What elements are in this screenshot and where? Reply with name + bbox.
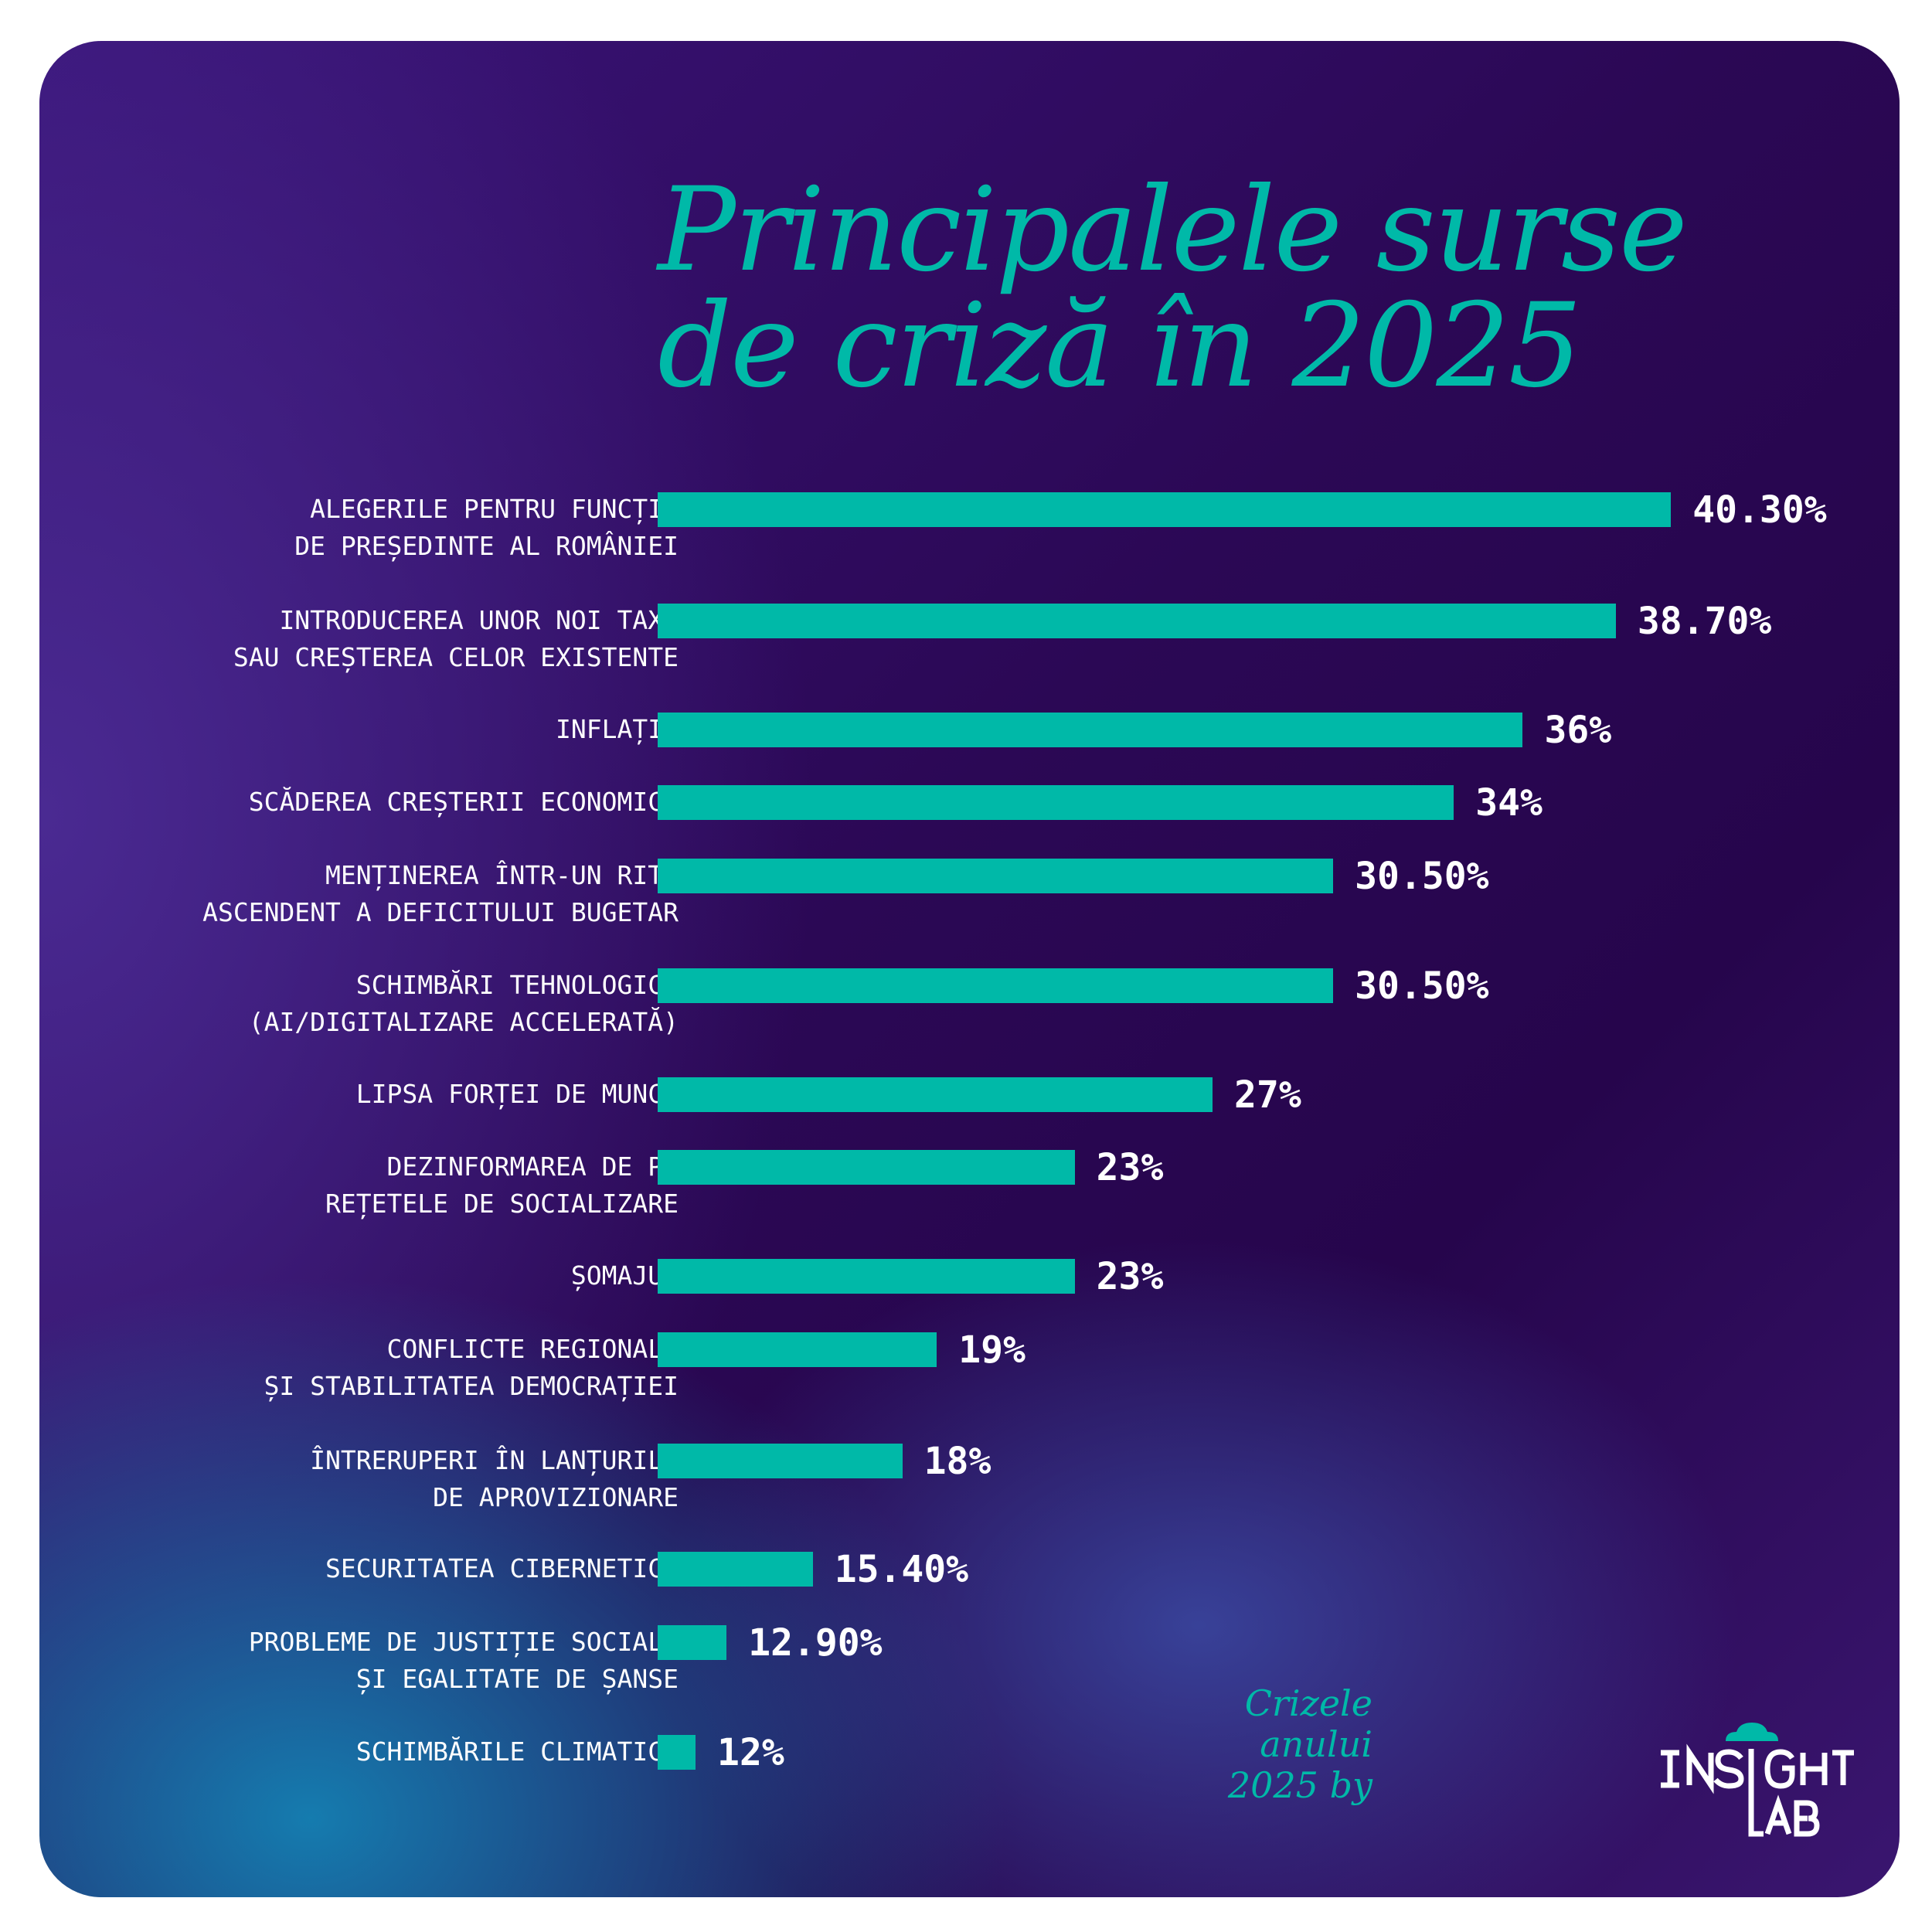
bar-row: INTRODUCEREA UNOR NOI TAXE SAU CREȘTEREA …: [39, 600, 1900, 672]
category-label: MENȚINEREA ÎNTR-UN RITM ASCENDENT A DEFIC…: [202, 857, 679, 931]
data-label: 30.50%: [1355, 854, 1489, 898]
category-label-line: SCHIMBĂRILE CLIMATICE: [355, 1736, 679, 1767]
bar-row: MENȚINEREA ÎNTR-UN RITM ASCENDENT A DEFIC…: [39, 854, 1900, 927]
bar-row: ALEGERILE PENTRU FUNCȚIA DE PREȘEDINTE AL…: [39, 488, 1900, 561]
brand-line-3: 2025 by: [1227, 1764, 1372, 1806]
bar: [658, 604, 1616, 639]
data-label: 12.90%: [748, 1621, 883, 1665]
category-label: SCĂDEREA CREȘTERII ECONOMICE: [249, 784, 679, 821]
bar-row: SECURITATEA CIBERNETICĂ 15.40%: [39, 1548, 1900, 1592]
category-label-line: LIPSA FORȚEI DE MUNCĂ: [355, 1079, 679, 1109]
bar-row: LIPSA FORȚEI DE MUNCĂ 27%: [39, 1073, 1900, 1117]
category-label: PROBLEME DE JUSTIȚIE SOCIALĂ ȘI EGALITATE…: [249, 1624, 679, 1698]
bar-row: CONFLICTE REGIONALE ȘI STABILITATEA DEMOC…: [39, 1328, 1900, 1401]
category-label: INTRODUCEREA UNOR NOI TAXE SAU CREȘTEREA …: [233, 602, 679, 676]
category-label-line: ȘI STABILITATEA DEMOCRAȚIEI: [264, 1370, 679, 1401]
bar-row: SCHIMBĂRILE CLIMATICE 12%: [39, 1731, 1900, 1775]
category-label-line: ASCENDENT A DEFICITULUI BUGETAR: [202, 896, 679, 927]
category-label: LIPSA FORȚEI DE MUNCĂ: [356, 1076, 679, 1113]
category-label-line: ALEGERILE PENTRU FUNCȚIA: [310, 494, 679, 525]
bar: [658, 1332, 937, 1367]
chart-title: Principalele surse de criză în 2025: [658, 163, 1688, 413]
bar-row: SCHIMBĂRI TEHNOLOGICE (AI/DIGITALIZARE AC…: [39, 964, 1900, 1037]
infographic-card: Principalele surse de criză în 2025 ALEG…: [39, 41, 1900, 1897]
data-label: 15.40%: [834, 1548, 969, 1592]
cloud-icon: [1726, 1723, 1778, 1741]
category-label-line: PROBLEME DE JUSTIȚIE SOCIALĂ: [248, 1626, 679, 1657]
bar: [658, 858, 1334, 893]
category-label-line: DE PREȘEDINTE AL ROMÂNIEI: [294, 531, 679, 562]
data-label: 27%: [1234, 1073, 1301, 1117]
category-label-line: (AI/DIGITALIZARE ACCELERATĂ): [248, 1007, 679, 1038]
data-label: 30.50%: [1355, 964, 1489, 1009]
category-label: SECURITATEA CIBERNETICĂ: [325, 1550, 679, 1587]
category-label-line: ȘI EGALITATE DE ȘANSE: [355, 1663, 679, 1694]
data-label: 12%: [717, 1731, 784, 1775]
category-label-line: MENȚINEREA ÎNTR-UN RITM: [325, 859, 679, 890]
bar: [658, 492, 1672, 528]
category-label-line: INTRODUCEREA UNOR NOI TAXE: [279, 605, 679, 636]
data-label: 23%: [1096, 1255, 1164, 1299]
bar-row: INFLAȚIA 36%: [39, 709, 1900, 752]
bar: [658, 1735, 696, 1770]
title-line-1: Principalele surse: [658, 163, 1688, 298]
category-label-line: ÎNTRERUPERI ÎN LANȚURILE: [310, 1444, 679, 1475]
data-label: 36%: [1544, 709, 1612, 752]
bar-row: ȘOMAJUL 23%: [39, 1255, 1900, 1299]
brand-line-1: Crizele: [1244, 1682, 1372, 1724]
bar: [658, 1077, 1213, 1112]
bar: [658, 785, 1454, 821]
bar: [658, 1443, 903, 1478]
brand-caption: Crizele anului 2025 by: [1228, 1683, 1372, 1806]
category-label: CONFLICTE REGIONALE ȘI STABILITATEA DEMOC…: [264, 1331, 679, 1405]
category-label: SCHIMBĂRI TEHNOLOGICE (AI/DIGITALIZARE AC…: [249, 967, 679, 1041]
category-label-line: SAU CREȘTEREA CELOR EXISTENTE: [233, 642, 679, 673]
bar-row: SCĂDEREA CREȘTERII ECONOMICE 34%: [39, 781, 1900, 825]
category-label-line: REȚETELE DE SOCIALIZARE: [325, 1189, 679, 1219]
data-label: 34%: [1475, 781, 1543, 825]
insight-lab-logo: [1661, 1723, 1854, 1837]
brand-line-2: anului: [1260, 1723, 1372, 1765]
data-label: 19%: [958, 1328, 1026, 1372]
bar: [658, 1624, 727, 1660]
category-label: ALEGERILE PENTRU FUNCȚIA DE PREȘEDINTE AL…: [294, 491, 679, 565]
category-label: ÎNTRERUPERI ÎN LANȚURILE DE APROVIZIONARE: [310, 1442, 679, 1516]
category-label: DEZINFORMAREA DE PE REȚETELE DE SOCIALIZA…: [325, 1148, 679, 1223]
category-label-line: DEZINFORMAREA DE PE: [386, 1151, 679, 1182]
category-label-line: SECURITATEA CIBERNETICĂ: [325, 1553, 679, 1584]
bar: [658, 1150, 1075, 1185]
bar: [658, 1259, 1075, 1294]
data-label: 18%: [923, 1439, 992, 1483]
data-label: 23%: [1096, 1146, 1164, 1190]
bar: [658, 713, 1523, 747]
bar-row: DEZINFORMAREA DE PE REȚETELE DE SOCIALIZA…: [39, 1146, 1900, 1219]
category-label-line: DE APROVIZIONARE: [433, 1481, 679, 1512]
data-label: 40.30%: [1692, 488, 1827, 532]
bar: [658, 1552, 813, 1587]
category-label-line: CONFLICTE REGIONALE: [386, 1333, 679, 1364]
category-label-line: SCHIMBĂRI TEHNOLOGICE: [355, 970, 679, 1001]
bar-row: ÎNTRERUPERI ÎN LANȚURILE DE APROVIZIONARE…: [39, 1439, 1900, 1512]
bar-row: PROBLEME DE JUSTIȚIE SOCIALĂ ȘI EGALITATE…: [39, 1621, 1900, 1694]
category-label-line: SCĂDEREA CREȘTERII ECONOMICE: [248, 787, 679, 818]
bar: [658, 968, 1334, 1004]
category-label: SCHIMBĂRILE CLIMATICE: [356, 1733, 679, 1770]
data-label: 38.70%: [1637, 600, 1772, 644]
title-line-2: de criză în 2025: [658, 279, 1582, 413]
